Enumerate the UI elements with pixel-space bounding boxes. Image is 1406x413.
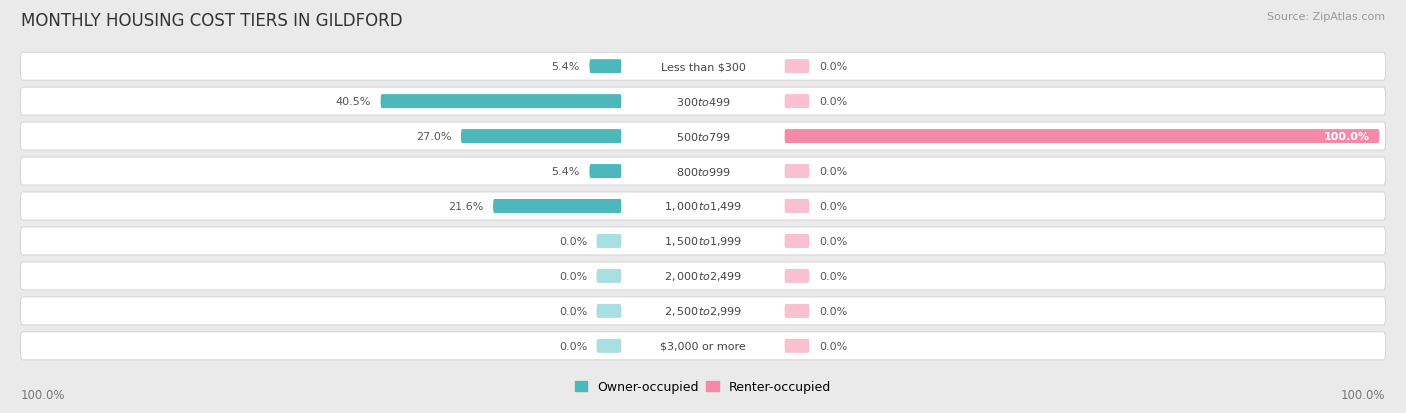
Text: 100.0%: 100.0%	[21, 388, 66, 401]
FancyBboxPatch shape	[621, 304, 785, 318]
FancyBboxPatch shape	[596, 304, 621, 318]
Text: 0.0%: 0.0%	[818, 271, 848, 281]
Text: 0.0%: 0.0%	[558, 306, 588, 316]
FancyBboxPatch shape	[621, 165, 785, 178]
FancyBboxPatch shape	[785, 269, 810, 283]
FancyBboxPatch shape	[20, 332, 1386, 360]
FancyBboxPatch shape	[621, 339, 785, 353]
Text: 0.0%: 0.0%	[558, 341, 588, 351]
FancyBboxPatch shape	[785, 199, 810, 214]
Text: 21.6%: 21.6%	[449, 202, 484, 211]
Text: 0.0%: 0.0%	[818, 236, 848, 247]
Text: 0.0%: 0.0%	[818, 62, 848, 72]
Text: 5.4%: 5.4%	[551, 166, 581, 177]
FancyBboxPatch shape	[20, 192, 1386, 221]
Legend: Owner-occupied, Renter-occupied: Owner-occupied, Renter-occupied	[569, 375, 837, 398]
FancyBboxPatch shape	[785, 304, 810, 318]
FancyBboxPatch shape	[621, 95, 785, 109]
FancyBboxPatch shape	[20, 88, 1386, 116]
Text: Source: ZipAtlas.com: Source: ZipAtlas.com	[1267, 12, 1385, 22]
FancyBboxPatch shape	[785, 235, 810, 248]
FancyBboxPatch shape	[461, 130, 621, 144]
Text: 0.0%: 0.0%	[558, 271, 588, 281]
FancyBboxPatch shape	[20, 228, 1386, 255]
FancyBboxPatch shape	[494, 199, 621, 214]
FancyBboxPatch shape	[381, 95, 621, 109]
FancyBboxPatch shape	[589, 165, 621, 178]
FancyBboxPatch shape	[785, 95, 810, 109]
Text: $1,500 to $1,999: $1,500 to $1,999	[664, 235, 742, 248]
Text: 5.4%: 5.4%	[551, 62, 581, 72]
FancyBboxPatch shape	[785, 60, 810, 74]
Text: 0.0%: 0.0%	[818, 341, 848, 351]
FancyBboxPatch shape	[589, 60, 621, 74]
Text: $800 to $999: $800 to $999	[675, 166, 731, 178]
FancyBboxPatch shape	[621, 130, 785, 144]
FancyBboxPatch shape	[621, 199, 785, 214]
FancyBboxPatch shape	[596, 235, 621, 248]
FancyBboxPatch shape	[785, 339, 810, 353]
FancyBboxPatch shape	[785, 165, 810, 178]
FancyBboxPatch shape	[596, 339, 621, 353]
Text: 0.0%: 0.0%	[818, 97, 848, 107]
FancyBboxPatch shape	[621, 235, 785, 248]
Text: $500 to $799: $500 to $799	[675, 131, 731, 143]
Text: Less than $300: Less than $300	[661, 62, 745, 72]
Text: 0.0%: 0.0%	[818, 306, 848, 316]
Text: $2,500 to $2,999: $2,500 to $2,999	[664, 305, 742, 318]
FancyBboxPatch shape	[20, 297, 1386, 325]
Text: 40.5%: 40.5%	[336, 97, 371, 107]
Text: 0.0%: 0.0%	[818, 166, 848, 177]
Text: 0.0%: 0.0%	[818, 202, 848, 211]
Text: 27.0%: 27.0%	[416, 132, 451, 142]
Text: 100.0%: 100.0%	[1324, 132, 1369, 142]
Text: $3,000 or more: $3,000 or more	[661, 341, 745, 351]
FancyBboxPatch shape	[596, 269, 621, 283]
Text: 0.0%: 0.0%	[558, 236, 588, 247]
FancyBboxPatch shape	[20, 262, 1386, 290]
FancyBboxPatch shape	[621, 60, 785, 74]
Text: MONTHLY HOUSING COST TIERS IN GILDFORD: MONTHLY HOUSING COST TIERS IN GILDFORD	[21, 12, 402, 30]
FancyBboxPatch shape	[621, 269, 785, 283]
FancyBboxPatch shape	[20, 158, 1386, 185]
Text: $2,000 to $2,499: $2,000 to $2,499	[664, 270, 742, 283]
Text: 100.0%: 100.0%	[1340, 388, 1385, 401]
Text: $1,000 to $1,499: $1,000 to $1,499	[664, 200, 742, 213]
FancyBboxPatch shape	[785, 130, 1379, 144]
FancyBboxPatch shape	[20, 53, 1386, 81]
Text: $300 to $499: $300 to $499	[675, 96, 731, 108]
FancyBboxPatch shape	[20, 123, 1386, 151]
